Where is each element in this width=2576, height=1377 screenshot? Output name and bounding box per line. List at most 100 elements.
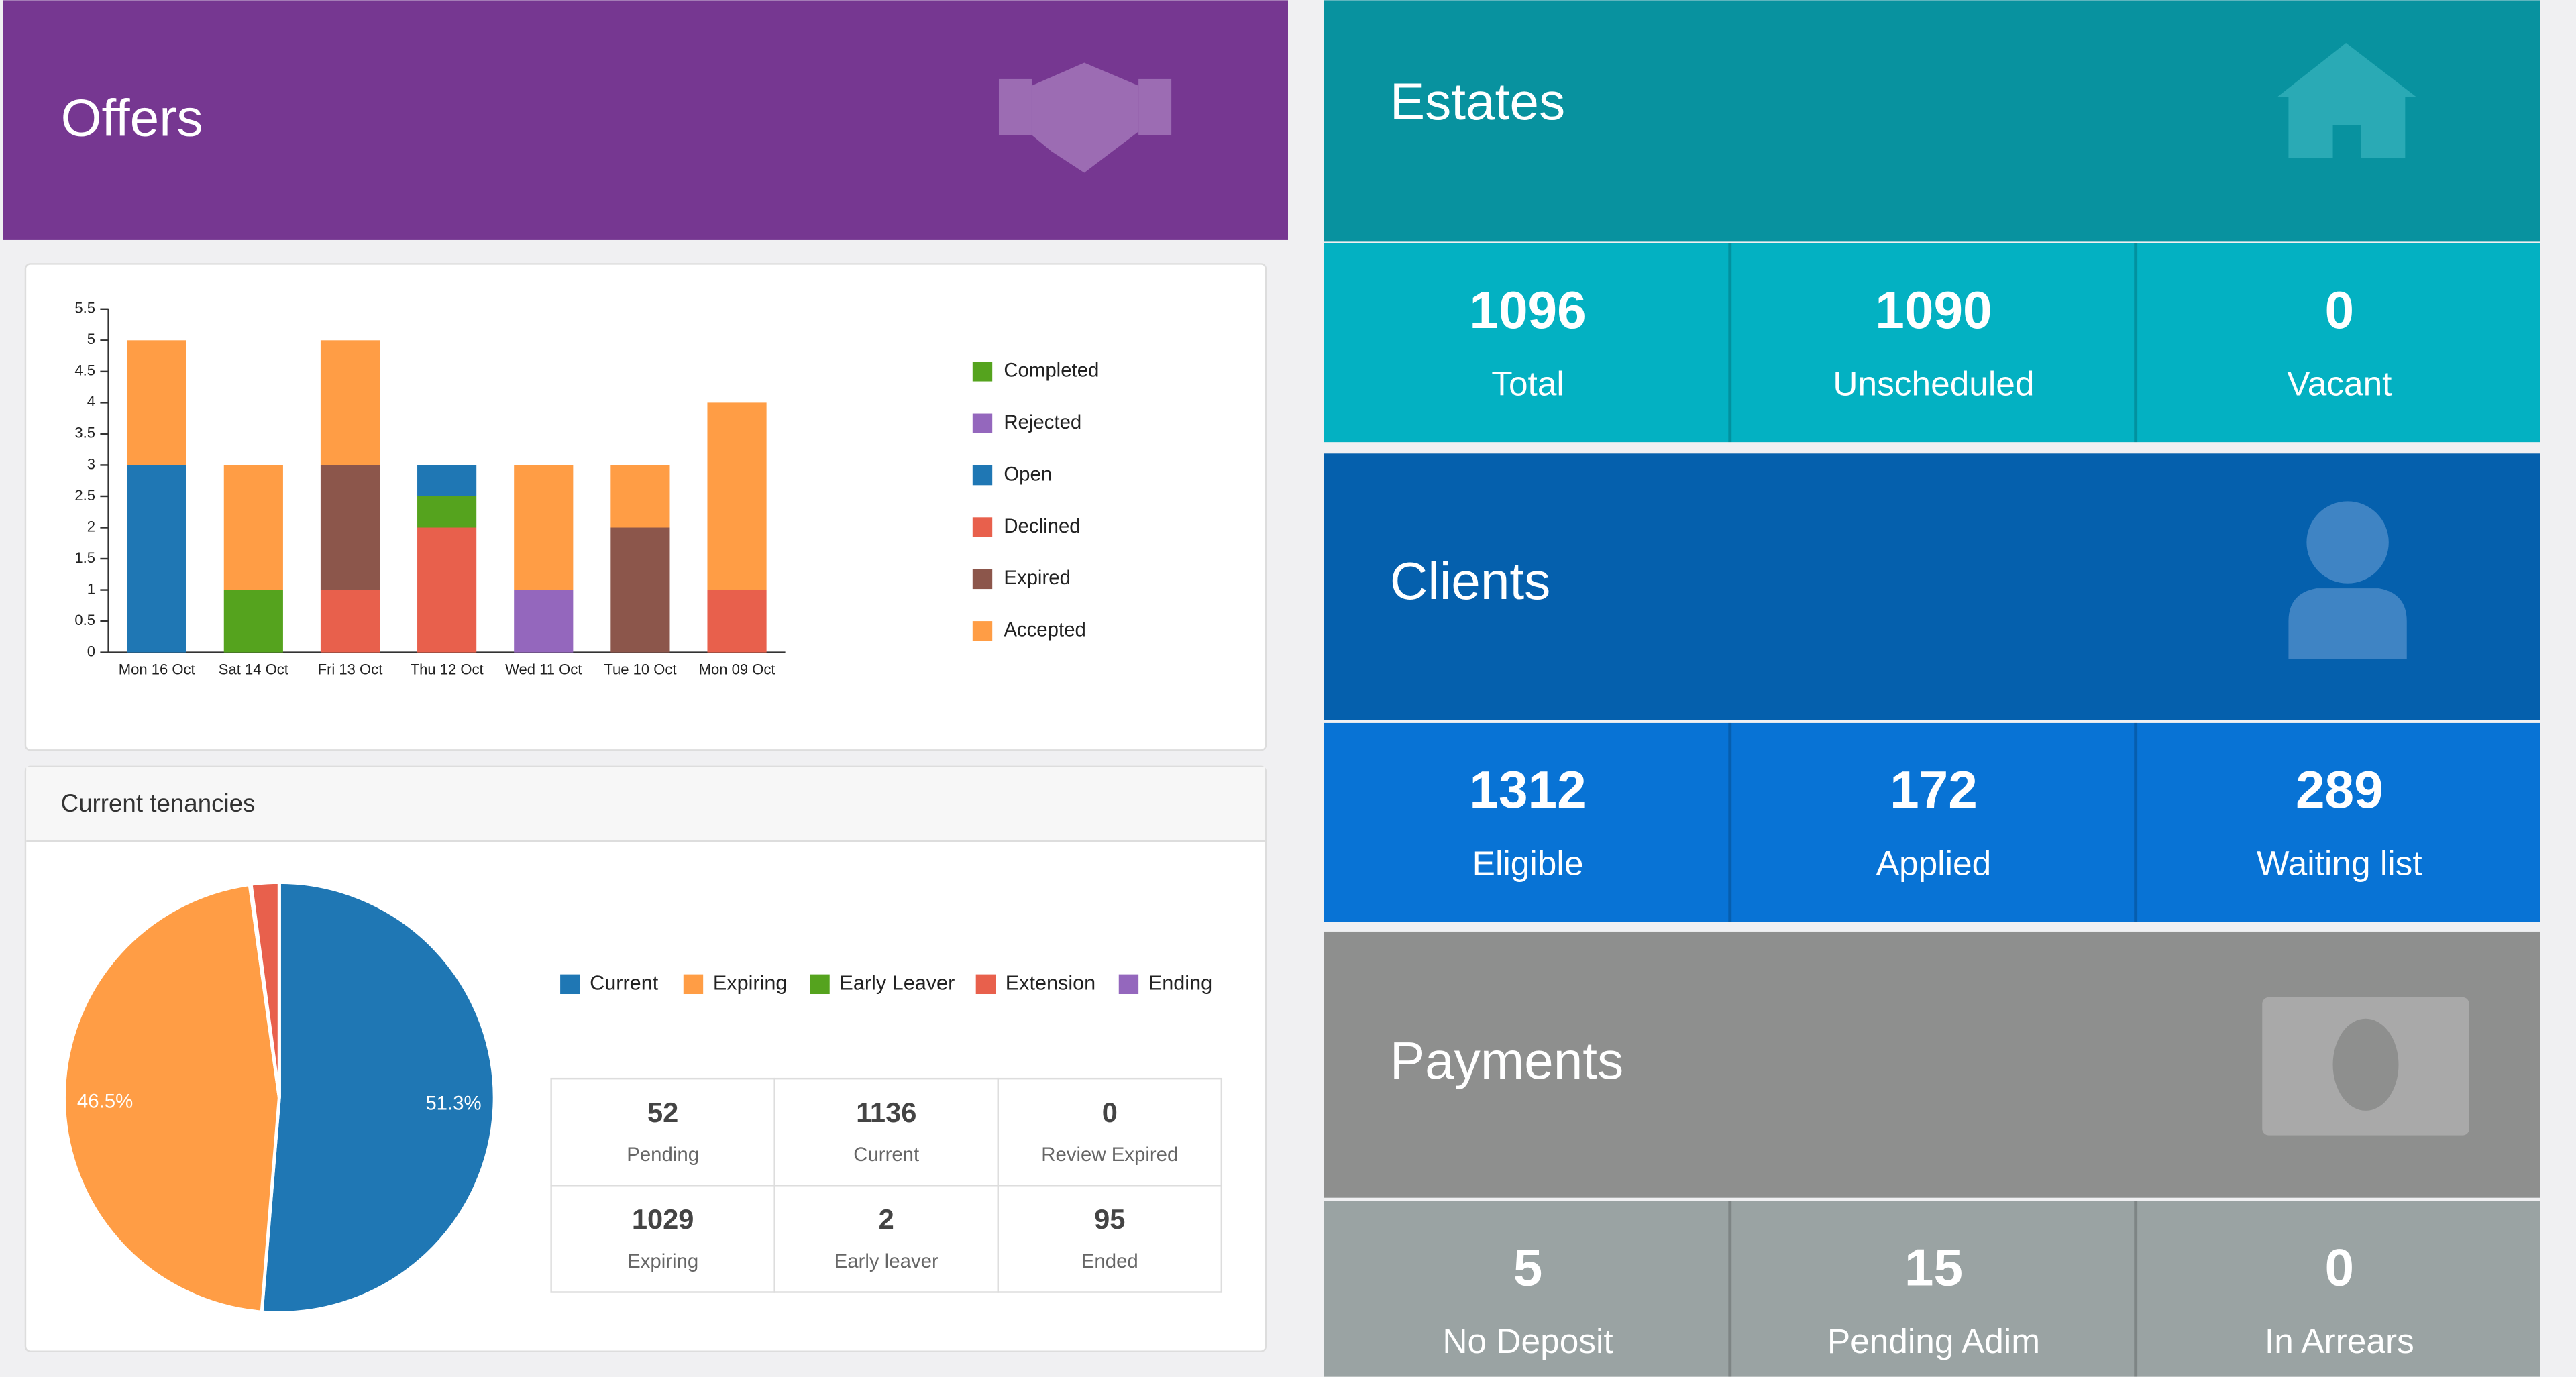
- tile-stat-label: Unscheduled: [1833, 364, 2034, 402]
- legend-label: Expiring: [713, 971, 788, 994]
- bar-segment: [707, 402, 767, 590]
- tile-stat-value: 1312: [1469, 760, 1586, 819]
- person-body: [2288, 588, 2407, 659]
- tile-stat-value: 289: [2296, 760, 2383, 819]
- legend-label: Current: [590, 971, 659, 994]
- tile-stats: [1324, 722, 2540, 922]
- legend-label: Accepted: [1004, 619, 1085, 641]
- tile-title: Clients: [1390, 551, 1551, 610]
- tile-stats: [1324, 1201, 2540, 1377]
- legend-label: Declined: [1004, 515, 1080, 537]
- bar-segment: [223, 590, 283, 653]
- tile-stat-value: 0: [2325, 280, 2355, 339]
- legend-label: Early Leaver: [839, 971, 955, 994]
- y-tick-label: 3: [87, 455, 95, 472]
- legend-label: Completed: [1004, 360, 1099, 382]
- y-tick-label: 5.5: [74, 300, 95, 317]
- legend-label: Extension: [1006, 971, 1095, 994]
- bar-segment: [417, 527, 477, 653]
- y-tick-label: 3.5: [74, 425, 95, 441]
- x-tick-label: Sat 14 Oct: [219, 661, 288, 677]
- bar-segment: [223, 465, 283, 590]
- tile-stat-label: In Arrears: [2265, 1321, 2414, 1360]
- person-head: [2306, 501, 2389, 584]
- tile-stat-value: 15: [1904, 1238, 1963, 1297]
- tile-title: Estates: [1390, 72, 1565, 131]
- y-tick-label: 0.5: [74, 612, 95, 628]
- bar-segment: [320, 340, 380, 465]
- stat-value: 1136: [856, 1097, 916, 1128]
- bar-segment: [514, 465, 574, 590]
- stat-value: 1029: [632, 1203, 694, 1235]
- y-tick-label: 2.5: [74, 487, 95, 504]
- bar-segment: [417, 465, 477, 496]
- legend-label: Rejected: [1004, 411, 1081, 433]
- stat-value: 2: [879, 1203, 894, 1235]
- stat-value: 52: [647, 1097, 678, 1128]
- tile-stat-label: No Deposit: [1442, 1321, 1613, 1360]
- house-icon: [2277, 43, 2417, 158]
- slice-label: 46.5%: [77, 1090, 133, 1112]
- bar-segment: [127, 465, 186, 653]
- slice-label: 51.3%: [425, 1093, 481, 1115]
- legend-swatch: [972, 621, 993, 641]
- stat-cell: [550, 1077, 775, 1187]
- bar-segment: [610, 465, 670, 528]
- y-tick-label: 2: [87, 518, 95, 535]
- y-tick-label: 5: [87, 331, 95, 347]
- offers-title: Offers: [61, 88, 203, 147]
- legend-label: Open: [1004, 463, 1052, 485]
- legend-swatch: [972, 569, 993, 590]
- bar-segment: [320, 590, 380, 653]
- x-tick-label: Mon 16 Oct: [119, 661, 195, 677]
- tile-stat-label: Eligible: [1472, 844, 1584, 883]
- y-tick-label: 4: [87, 393, 95, 410]
- x-tick-label: Fri 13 Oct: [318, 661, 383, 677]
- stat-label: Ended: [1081, 1250, 1138, 1272]
- tile-stat-value: 1090: [1875, 280, 1992, 339]
- tile-stats: [1324, 243, 2540, 443]
- stat-cell: [550, 1185, 775, 1293]
- stat-label: Current: [853, 1144, 919, 1166]
- stat-label: Review Expired: [1041, 1144, 1178, 1166]
- bar-segment: [127, 340, 186, 465]
- legend-swatch: [560, 974, 580, 995]
- stat-label: Early leaver: [835, 1250, 938, 1272]
- stat-value: 95: [1094, 1203, 1125, 1235]
- stat-label: Pending: [627, 1144, 699, 1166]
- tenancies-title: Current tenancies: [61, 789, 256, 817]
- tile-stat-label: Applied: [1876, 844, 1992, 883]
- x-tick-label: Wed 11 Oct: [505, 661, 582, 677]
- legend-swatch: [972, 413, 993, 433]
- tile-stat-label: Pending Adim: [1827, 1321, 2040, 1360]
- y-tick-label: 1: [87, 580, 95, 597]
- bar-segment: [417, 496, 477, 528]
- tile-stat-label: Waiting list: [2257, 844, 2422, 883]
- dynamic-layer: 0 0.5 1 1.5 2 2.5 3 3.5 4 4.5 5 5.5 Mon 16 Oct Sat 14…: [62, 0, 2540, 1377]
- legend-swatch: [810, 974, 830, 995]
- legend-swatch: [972, 465, 993, 486]
- bar-segment: [320, 465, 380, 590]
- stat-cell: [997, 1077, 1223, 1187]
- pie-slice: [62, 882, 281, 1314]
- tile-stat-value: 0: [2325, 1238, 2355, 1297]
- stat-cell: [997, 1185, 1223, 1293]
- stat-value: 0: [1102, 1097, 1118, 1128]
- tile-header: [1324, 453, 2540, 720]
- y-tick-label: 0: [87, 643, 95, 659]
- tile-title: Payments: [1390, 1031, 1623, 1090]
- tile-stat-value: 1096: [1469, 280, 1586, 339]
- tile-stat-label: Total: [1491, 364, 1564, 402]
- y-tick-label: 4.5: [74, 362, 95, 379]
- legend-swatch: [972, 517, 993, 537]
- x-tick-label: Mon 09 Oct: [699, 661, 775, 677]
- stat-cell: [773, 1185, 999, 1293]
- legend-swatch: [975, 974, 996, 995]
- tile-stat-value: 5: [1513, 1238, 1543, 1297]
- tenancies-card-header: [26, 767, 1265, 842]
- bar-segment: [610, 527, 670, 653]
- legend-swatch: [972, 362, 993, 382]
- tile-stat-label: Vacant: [2287, 364, 2392, 402]
